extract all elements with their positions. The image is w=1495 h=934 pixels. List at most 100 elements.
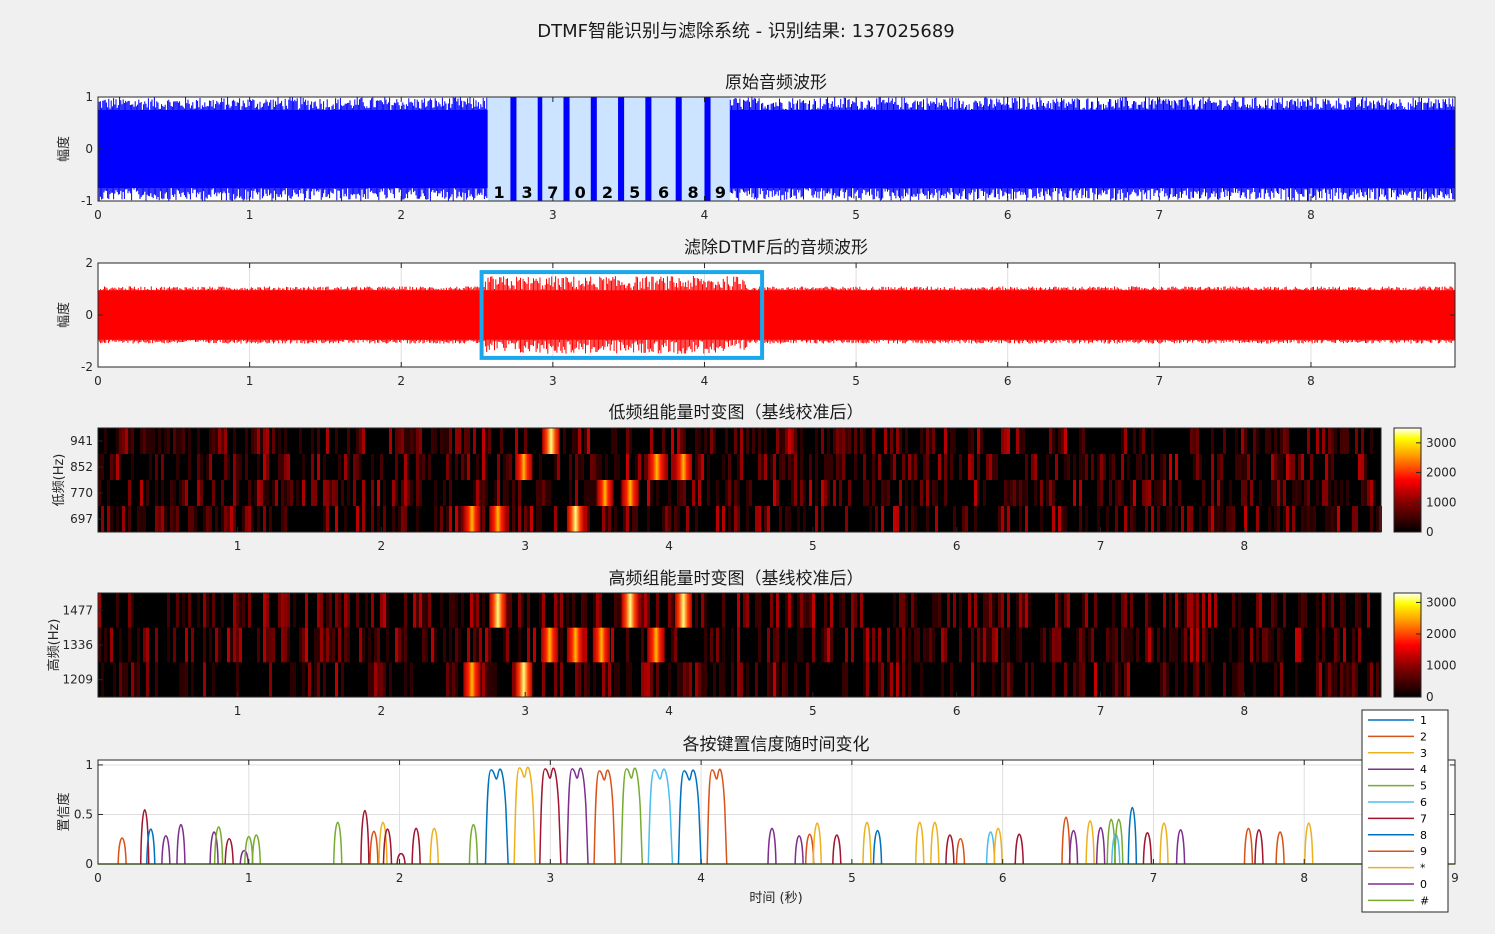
energy-cell bbox=[800, 627, 803, 663]
energy-cell bbox=[173, 627, 176, 663]
energy-cell bbox=[1328, 593, 1331, 628]
energy-cell bbox=[1175, 593, 1178, 628]
energy-cell bbox=[1361, 454, 1364, 480]
energy-cell bbox=[1256, 428, 1259, 454]
energy-cell bbox=[254, 428, 257, 454]
energy-cell bbox=[812, 593, 815, 628]
energy-cell bbox=[1346, 480, 1349, 506]
energy-cell bbox=[233, 428, 236, 454]
legend[interactable]: 1 2 3 4 5 6 7 8 9 * 0 # bbox=[1361, 709, 1449, 913]
energy-cell bbox=[1052, 662, 1055, 697]
energy-cell bbox=[782, 428, 785, 454]
energy-cell bbox=[926, 480, 929, 506]
energy-cell bbox=[512, 506, 515, 532]
energy-cell bbox=[1268, 506, 1271, 532]
energy-cell bbox=[287, 480, 290, 506]
energy-cell bbox=[737, 506, 740, 532]
energy-cell bbox=[1001, 506, 1004, 532]
energy-cell bbox=[644, 662, 647, 697]
energy-cell bbox=[707, 480, 710, 506]
energy-cell bbox=[1163, 480, 1166, 506]
energy-cell bbox=[905, 593, 908, 628]
dtmf-region-shade bbox=[487, 97, 731, 201]
energy-cell bbox=[1007, 627, 1010, 663]
energy-cell bbox=[1115, 627, 1118, 663]
energy-cell bbox=[1274, 662, 1277, 697]
energy-cell bbox=[908, 454, 911, 480]
energy-cell bbox=[248, 480, 251, 506]
energy-cell bbox=[401, 627, 404, 663]
silence-gap bbox=[704, 97, 711, 201]
energy-cell bbox=[1265, 627, 1268, 663]
energy-cell bbox=[1271, 454, 1274, 480]
energy-cell bbox=[491, 662, 494, 697]
energy-cell bbox=[878, 662, 881, 697]
energy-cell bbox=[119, 428, 122, 454]
energy-cell bbox=[824, 480, 827, 506]
energy-cell bbox=[809, 454, 812, 480]
x-tick-label: 5 bbox=[809, 539, 817, 553]
energy-cell bbox=[1238, 593, 1241, 628]
energy-hotspot bbox=[489, 593, 507, 628]
energy-cell bbox=[461, 506, 464, 532]
energy-cell bbox=[695, 454, 698, 480]
confidence-spike-7 bbox=[1014, 833, 1024, 865]
confidence-spike-4 bbox=[161, 835, 171, 865]
energy-cell bbox=[698, 428, 701, 454]
energy-cell bbox=[356, 506, 359, 532]
legend-entry: 8 bbox=[1420, 829, 1427, 842]
energy-cell bbox=[1190, 627, 1193, 663]
energy-cell bbox=[1286, 428, 1289, 454]
silence-gap bbox=[510, 97, 517, 201]
energy-cell bbox=[1247, 454, 1250, 480]
energy-cell bbox=[248, 506, 251, 532]
confidence-spike-7 bbox=[396, 852, 406, 865]
energy-cell bbox=[593, 480, 596, 506]
energy-cell bbox=[1133, 480, 1136, 506]
energy-cell bbox=[233, 454, 236, 480]
energy-cell bbox=[863, 428, 866, 454]
energy-cell bbox=[1340, 428, 1343, 454]
energy-cell bbox=[1001, 593, 1004, 628]
energy-cell bbox=[677, 506, 680, 532]
energy-hotspot bbox=[489, 506, 507, 532]
energy-cell bbox=[1007, 593, 1010, 628]
energy-cell bbox=[455, 454, 458, 480]
energy-cell bbox=[578, 428, 581, 454]
energy-cell bbox=[176, 454, 179, 480]
energy-hotspot bbox=[647, 454, 667, 480]
energy-cell bbox=[1019, 593, 1022, 628]
energy-cell bbox=[944, 480, 947, 506]
energy-cell bbox=[584, 627, 587, 663]
energy-cell bbox=[542, 662, 545, 697]
energy-cell bbox=[1025, 454, 1028, 480]
energy-cell bbox=[821, 428, 824, 454]
energy-cell bbox=[116, 506, 119, 532]
energy-cell bbox=[389, 428, 392, 454]
energy-cell bbox=[338, 593, 341, 628]
energy-cell bbox=[308, 662, 311, 697]
silence-gap bbox=[563, 97, 570, 201]
energy-cell bbox=[224, 506, 227, 532]
confidence-spike-3 bbox=[993, 827, 1003, 865]
energy-cell bbox=[146, 662, 149, 697]
energy-cell bbox=[1142, 480, 1145, 506]
silence-gap bbox=[618, 97, 625, 201]
energy-cell bbox=[704, 662, 707, 697]
energy-cell bbox=[914, 593, 917, 628]
energy-cell bbox=[296, 480, 299, 506]
energy-cell bbox=[302, 662, 305, 697]
energy-cell bbox=[404, 593, 407, 628]
x-tick-label: 3 bbox=[549, 374, 557, 388]
confidence-spike-3 bbox=[862, 821, 872, 865]
energy-cell bbox=[155, 627, 158, 663]
x-tick-label: 1 bbox=[234, 704, 242, 718]
energy-cell bbox=[1220, 454, 1223, 480]
energy-cell bbox=[236, 627, 239, 663]
energy-cell bbox=[1283, 506, 1286, 532]
energy-cell bbox=[695, 593, 698, 628]
energy-cell bbox=[485, 662, 488, 697]
energy-cell bbox=[575, 662, 578, 697]
energy-cell bbox=[347, 480, 350, 506]
energy-cell bbox=[1040, 480, 1043, 506]
